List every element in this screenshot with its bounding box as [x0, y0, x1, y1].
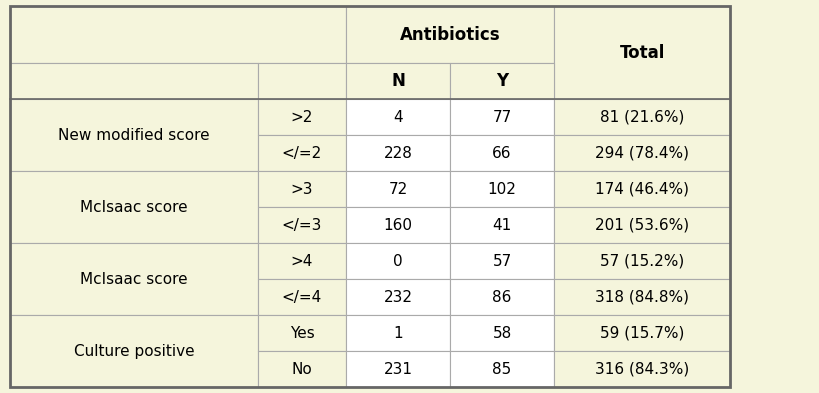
Bar: [10, 171, 258, 243]
Bar: [346, 315, 450, 351]
Text: </=4: </=4: [282, 290, 322, 305]
Text: </=3: </=3: [282, 218, 322, 233]
Text: 0: 0: [392, 254, 402, 269]
Text: </=2: </=2: [282, 146, 322, 161]
Bar: [554, 315, 729, 351]
Bar: [258, 207, 346, 243]
Bar: [10, 6, 346, 63]
Bar: [450, 171, 554, 207]
Bar: [554, 279, 729, 315]
Bar: [258, 315, 346, 351]
Text: 231: 231: [383, 362, 412, 376]
Bar: [554, 351, 729, 387]
Bar: [554, 135, 729, 171]
Text: 232: 232: [383, 290, 412, 305]
Text: Culture positive: Culture positive: [74, 343, 194, 359]
Bar: [346, 6, 554, 63]
Bar: [450, 243, 554, 279]
Bar: [346, 279, 450, 315]
Bar: [450, 207, 554, 243]
Text: Yes: Yes: [289, 326, 314, 341]
Bar: [346, 351, 450, 387]
Bar: [450, 135, 554, 171]
Bar: [450, 279, 554, 315]
Bar: [10, 243, 258, 315]
Bar: [258, 171, 346, 207]
Bar: [450, 63, 554, 99]
Text: 81 (21.6%): 81 (21.6%): [600, 110, 683, 125]
Bar: [554, 99, 729, 135]
Text: 160: 160: [383, 218, 412, 233]
Text: 318 (84.8%): 318 (84.8%): [595, 290, 688, 305]
Text: 72: 72: [388, 182, 407, 197]
Text: Antibiotics: Antibiotics: [399, 26, 500, 44]
Bar: [346, 135, 450, 171]
Text: 66: 66: [491, 146, 511, 161]
Bar: [450, 315, 554, 351]
Bar: [554, 6, 729, 99]
Text: 58: 58: [492, 326, 511, 341]
Text: >2: >2: [291, 110, 313, 125]
Text: 59 (15.7%): 59 (15.7%): [600, 326, 683, 341]
Text: No: No: [292, 362, 312, 376]
Bar: [10, 315, 258, 387]
Text: 316 (84.3%): 316 (84.3%): [595, 362, 689, 376]
Text: New modified score: New modified score: [58, 128, 210, 143]
Text: 77: 77: [492, 110, 511, 125]
Bar: [554, 207, 729, 243]
Bar: [258, 135, 346, 171]
Text: Y: Y: [495, 72, 508, 90]
Bar: [346, 99, 450, 135]
Bar: [258, 351, 346, 387]
Text: 4: 4: [392, 110, 402, 125]
Bar: [258, 243, 346, 279]
Text: 57 (15.2%): 57 (15.2%): [600, 254, 683, 269]
Text: 201 (53.6%): 201 (53.6%): [595, 218, 688, 233]
Text: 174 (46.4%): 174 (46.4%): [595, 182, 688, 197]
Bar: [10, 99, 258, 171]
Bar: [450, 351, 554, 387]
Bar: [346, 63, 450, 99]
Text: 102: 102: [487, 182, 516, 197]
Bar: [346, 243, 450, 279]
Text: 228: 228: [383, 146, 412, 161]
Bar: [10, 63, 258, 99]
Bar: [554, 171, 729, 207]
Text: McIsaac score: McIsaac score: [80, 272, 188, 287]
Text: 41: 41: [492, 218, 511, 233]
Bar: [10, 6, 729, 387]
Text: >3: >3: [291, 182, 313, 197]
Bar: [258, 63, 346, 99]
Text: N: N: [391, 72, 405, 90]
Bar: [258, 99, 346, 135]
Bar: [258, 279, 346, 315]
Bar: [554, 243, 729, 279]
Text: 86: 86: [491, 290, 511, 305]
Text: 57: 57: [492, 254, 511, 269]
Text: McIsaac score: McIsaac score: [80, 200, 188, 215]
Text: 294 (78.4%): 294 (78.4%): [595, 146, 688, 161]
Bar: [450, 99, 554, 135]
Bar: [346, 171, 450, 207]
Text: Total: Total: [618, 44, 664, 62]
Text: 1: 1: [392, 326, 402, 341]
Text: 85: 85: [492, 362, 511, 376]
Text: >4: >4: [291, 254, 313, 269]
Bar: [346, 207, 450, 243]
